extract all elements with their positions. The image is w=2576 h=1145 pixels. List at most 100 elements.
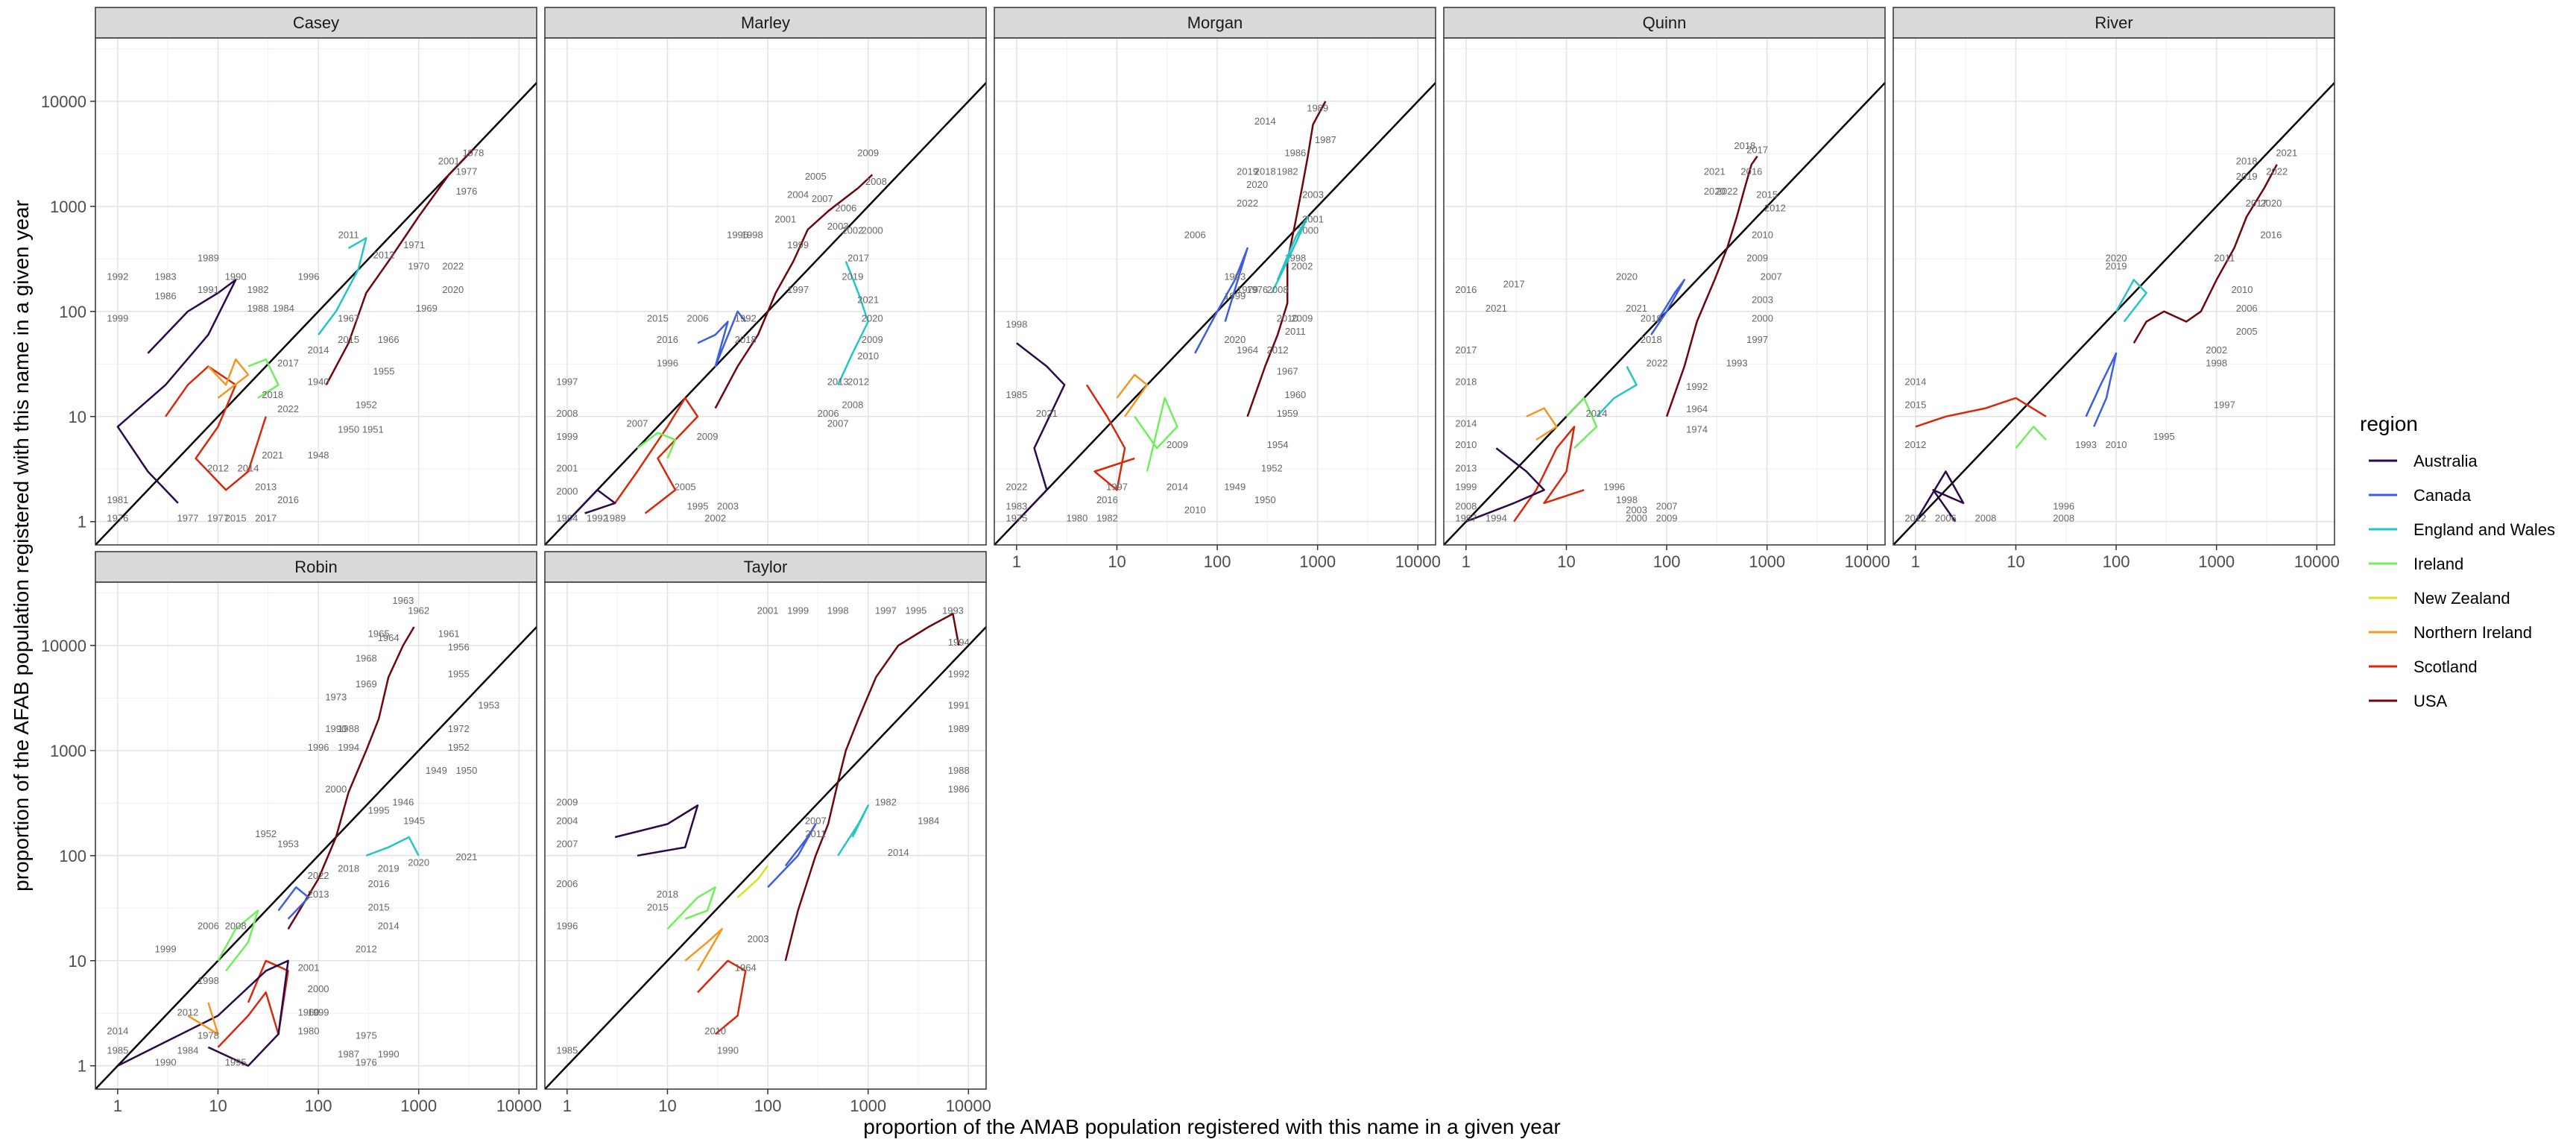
year-label: 1985 [556, 1045, 578, 1056]
panel-border [95, 37, 537, 546]
year-label: 2001 [757, 605, 779, 616]
year-label: 2008 [842, 400, 863, 411]
year-label: 2011 [2214, 253, 2235, 264]
series-line-scotland [614, 397, 699, 514]
year-label: 2012 [177, 1006, 198, 1018]
year-label: 2015 [368, 902, 390, 913]
year-label: 2000 [308, 983, 329, 994]
series-line-new-zealand [736, 865, 769, 898]
year-label: 1960 [1284, 389, 1306, 400]
year-label: 1981 [107, 494, 128, 505]
year-label: 2009 [556, 797, 578, 808]
year-label: 1998 [1006, 319, 1027, 330]
year-label: 2010 [1752, 229, 1773, 240]
year-label: 2022 [442, 261, 464, 272]
year-label: 2021 [1486, 303, 1507, 314]
year-label: 1983 [155, 271, 177, 282]
year-label: 1964 [1237, 344, 1258, 356]
year-label: 1970 [408, 261, 429, 272]
year-label: 1984 [918, 815, 939, 826]
x-tick-label: 10 [1108, 552, 1126, 571]
year-label: 2010 [704, 1025, 726, 1036]
year-label: 2018 [2236, 156, 2258, 167]
year-label: 2012 [847, 376, 869, 387]
year-label: 1992 [1686, 381, 1708, 392]
year-label: 2017 [277, 358, 299, 369]
year-label: 1996 [298, 271, 320, 282]
year-label: 2020 [1246, 179, 1268, 190]
x-tick-label: 1000 [400, 1097, 437, 1115]
series-line-ireland [2015, 426, 2047, 449]
series-line-scotland [165, 365, 267, 491]
year-label: 1986 [948, 783, 970, 795]
x-tick-label: 100 [1653, 552, 1681, 571]
legend-label: Australia [2414, 452, 2478, 470]
year-label: 1950 [338, 424, 359, 435]
year-label: 2022 [308, 870, 329, 881]
year-label: 1978 [462, 148, 484, 159]
series-line-australia [1914, 470, 1965, 523]
year-label: 2007 [1761, 271, 1782, 282]
year-label: 2014 [1254, 116, 1276, 127]
series-line-australia [117, 959, 289, 1067]
year-label: 2010 [2232, 284, 2253, 295]
year-label: 1996 [556, 920, 578, 931]
year-label: 1992 [107, 271, 128, 282]
x-tick-label: 10 [2007, 552, 2024, 571]
year-label: 1961 [438, 628, 460, 640]
plot-background [1893, 38, 2334, 545]
year-label: 2020 [1224, 334, 1246, 345]
year-label: 1950 [1254, 494, 1276, 505]
series-line-northern-ireland [684, 928, 723, 972]
year-label: 1973 [325, 692, 347, 703]
year-label: 2012 [1764, 202, 1786, 213]
y-tick-label: 1000 [50, 742, 86, 760]
year-label: 1998 [742, 229, 763, 240]
x-tick-label: 100 [2103, 552, 2130, 571]
x-tick-label: 1000 [1299, 552, 1336, 571]
year-label: 2006 [818, 408, 839, 419]
year-label: 2019 [842, 271, 863, 282]
year-label: 2018 [1455, 376, 1477, 387]
year-label: 2014 [1586, 408, 1608, 419]
series-line-usa [1665, 155, 1758, 417]
year-label: 2010 [857, 350, 879, 362]
year-label: 2006 [835, 202, 856, 213]
year-label: 2022 [1006, 481, 1027, 492]
series-line-usa [287, 626, 415, 930]
year-label: 1995 [225, 1057, 247, 1068]
year-label: 2022 [1717, 186, 1738, 197]
y-tick-label: 1 [78, 1057, 86, 1076]
year-label: 2002 [704, 513, 726, 524]
y-tick-label: 100 [59, 303, 86, 321]
series-line-england-and-wales [1271, 215, 1309, 294]
year-label: 1980 [1066, 513, 1087, 524]
year-label: 2016 [1455, 284, 1477, 295]
year-label: 2009 [1656, 513, 1678, 524]
series-line-ireland [1134, 397, 1178, 472]
year-label: 2003 [748, 933, 769, 944]
facet-title: Quinn [1643, 13, 1687, 32]
year-label: 1965 [368, 628, 390, 640]
y-tick-label: 10 [69, 952, 86, 971]
facet-strip [1443, 7, 1886, 39]
series-line-australia [566, 489, 616, 523]
x-tick-label: 1 [1911, 552, 1920, 571]
year-label: 1991 [198, 284, 219, 295]
year-label: 1964 [735, 962, 757, 973]
y-axis-title: proportion of the AFAB population regist… [10, 200, 33, 892]
year-label: 1976 [356, 1057, 377, 1068]
series-line-australia [1015, 342, 1066, 523]
year-label: 2005 [2236, 326, 2258, 337]
year-label: 1964 [378, 632, 400, 643]
year-label: 2020 [442, 284, 464, 295]
year-label: 2016 [368, 878, 390, 889]
year-label: 2003 [717, 501, 739, 512]
year-label: 2006 [556, 878, 578, 889]
year-label: 2015 [1904, 400, 1926, 411]
series-line-ireland [637, 432, 677, 459]
year-label: 1972 [448, 723, 470, 734]
legend-title: region [2360, 412, 2418, 435]
year-label: 1946 [392, 797, 414, 808]
